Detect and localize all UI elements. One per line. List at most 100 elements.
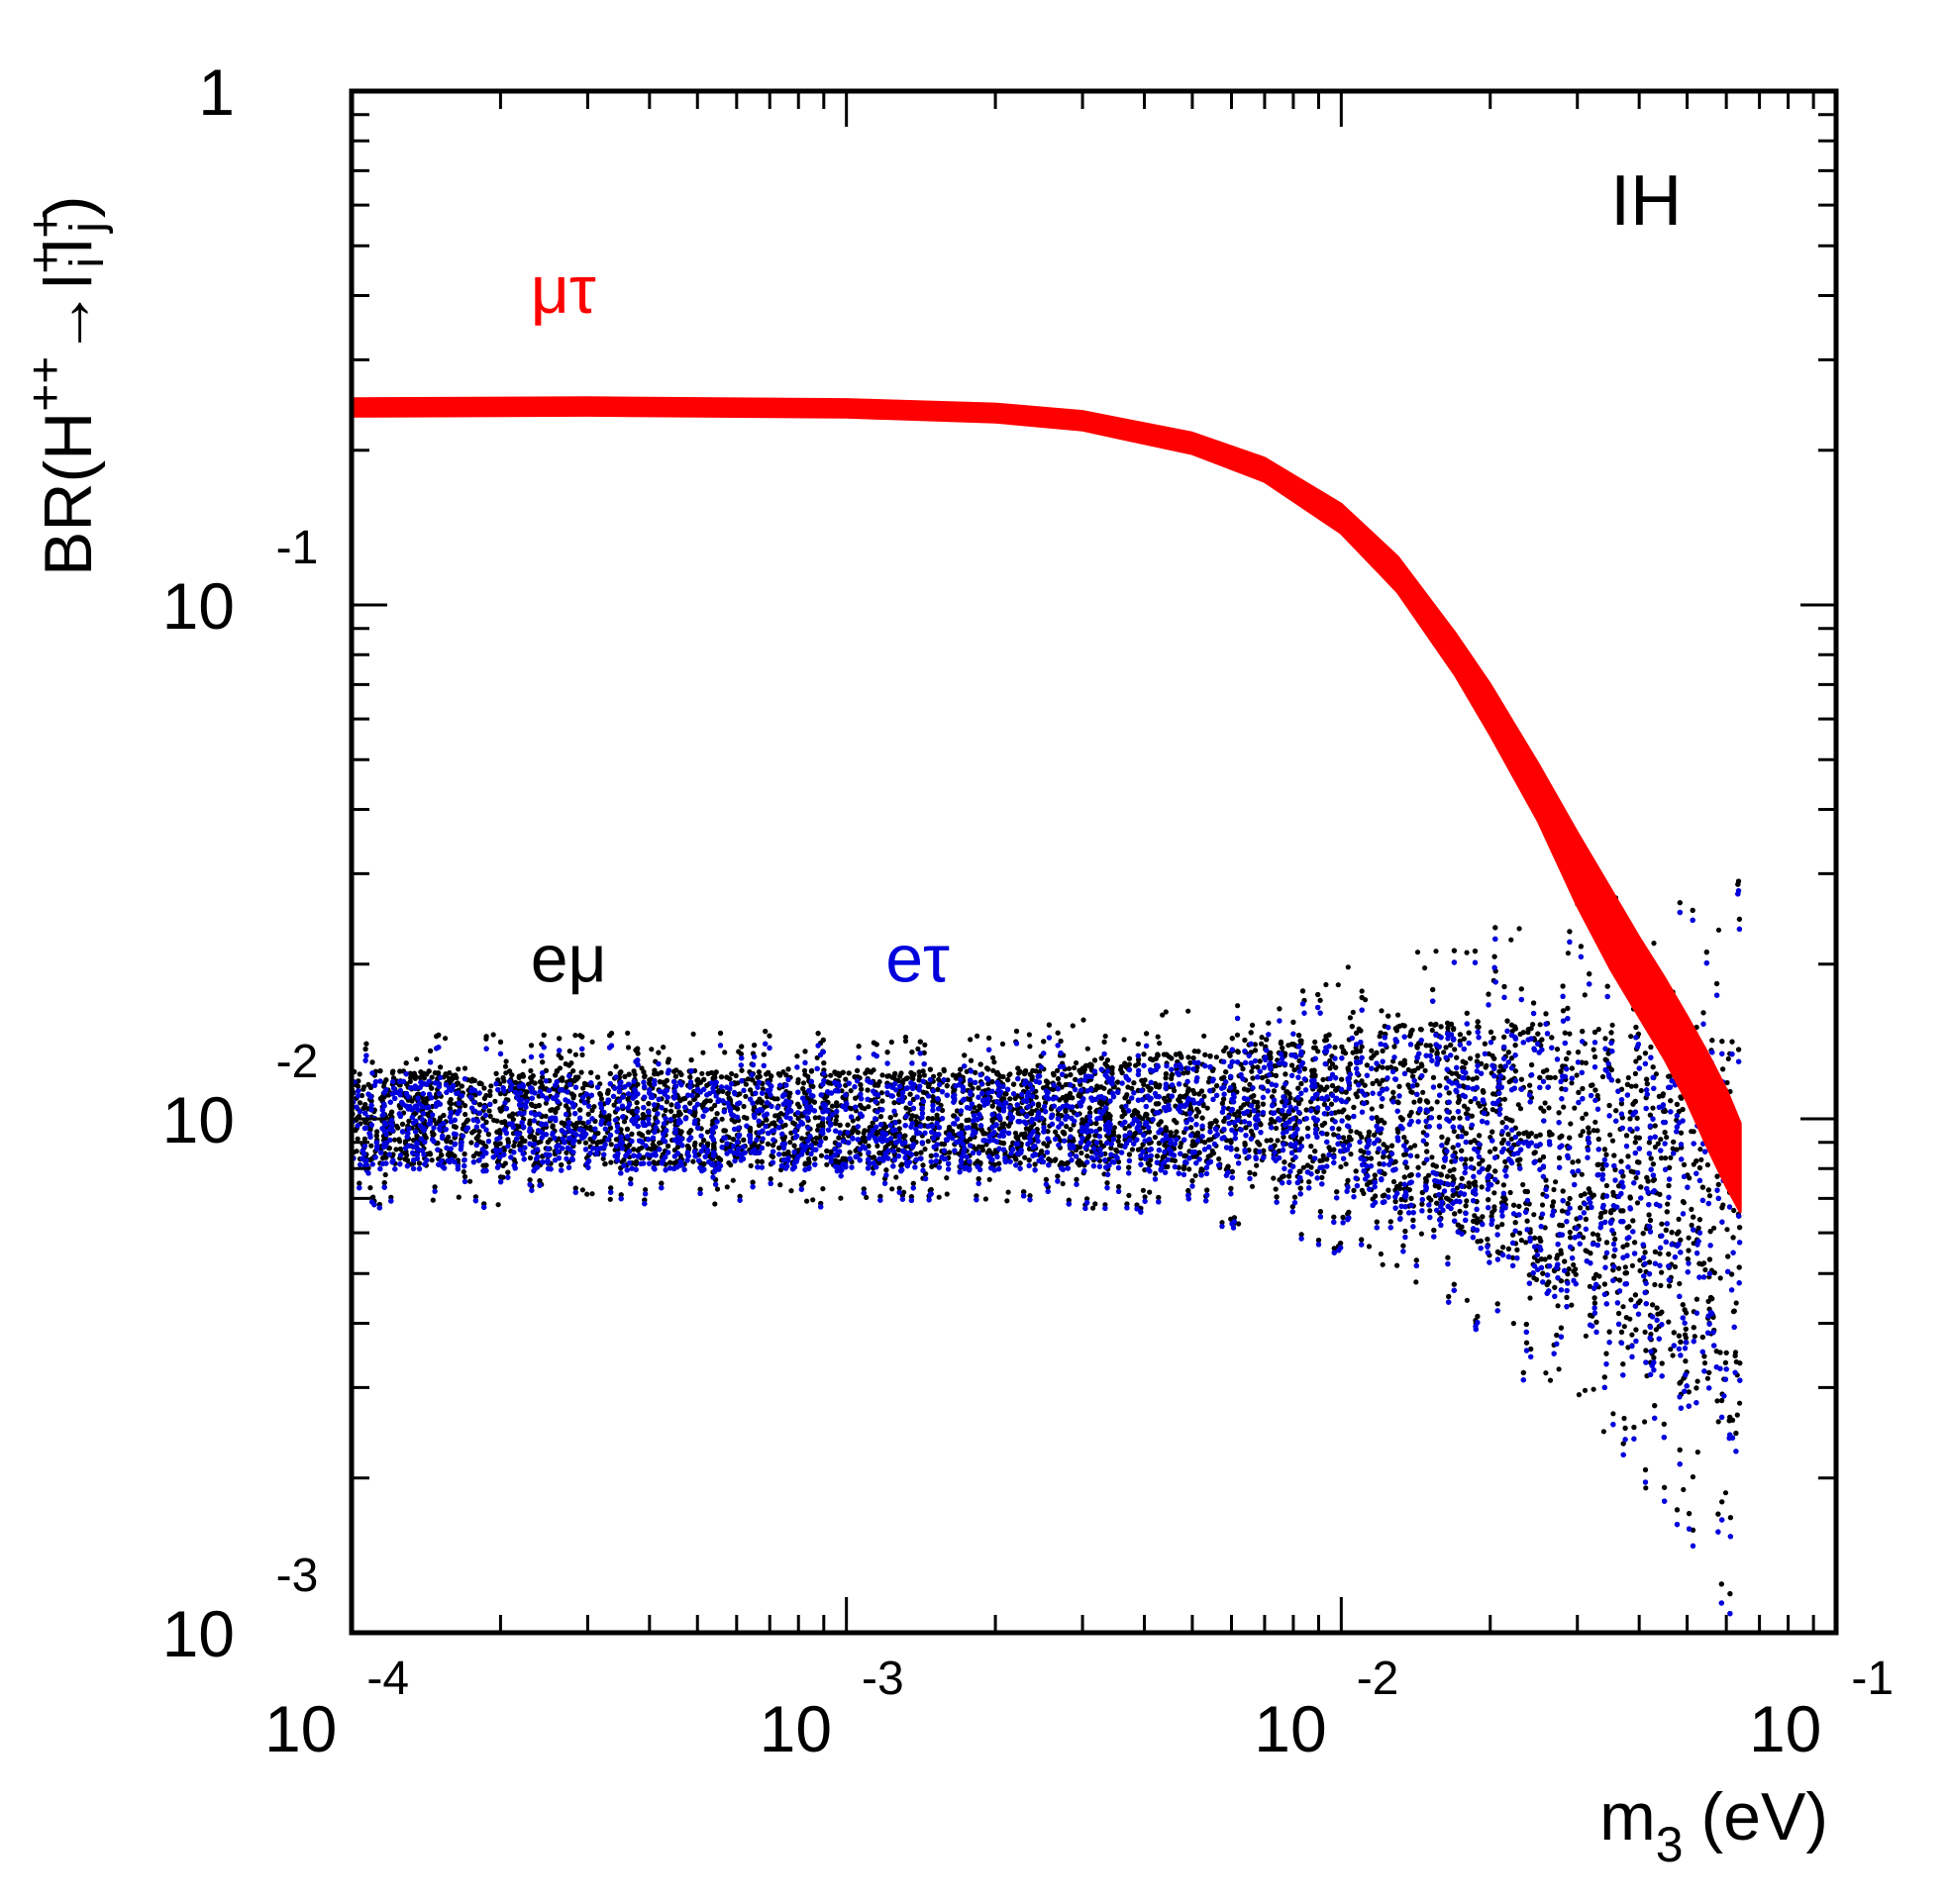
data-point <box>828 1072 834 1078</box>
data-point <box>1441 1164 1447 1170</box>
data-point <box>722 1050 728 1055</box>
data-point <box>859 1086 865 1092</box>
data-point <box>1487 1149 1493 1154</box>
data-point <box>1725 1055 1731 1061</box>
data-point <box>1567 1031 1573 1037</box>
data-point <box>1655 1141 1661 1147</box>
data-point <box>368 1143 374 1149</box>
data-point <box>432 1070 438 1076</box>
data-point <box>889 1186 895 1192</box>
data-point <box>1006 1123 1012 1129</box>
data-point <box>1454 1185 1460 1191</box>
data-point <box>714 1186 721 1192</box>
data-point <box>812 1115 818 1121</box>
data-point <box>1724 1227 1730 1233</box>
data-point <box>1235 1003 1241 1009</box>
data-point <box>932 1162 939 1168</box>
data-point <box>476 1129 482 1135</box>
data-point <box>1583 1216 1589 1222</box>
data-point <box>1340 1050 1346 1055</box>
data-point <box>999 1041 1006 1047</box>
data-point <box>491 1117 497 1123</box>
data-point <box>945 1077 951 1083</box>
data-point <box>1414 1153 1420 1159</box>
data-point <box>1501 1096 1507 1102</box>
data-point <box>1737 1400 1743 1406</box>
data-point <box>805 1073 811 1079</box>
data-point <box>502 1063 509 1069</box>
data-point <box>920 1068 926 1074</box>
data-point <box>1607 1132 1613 1138</box>
data-point <box>1361 1190 1367 1196</box>
data-point <box>397 1139 403 1145</box>
data-point <box>595 1074 601 1080</box>
data-point <box>1185 1008 1191 1014</box>
data-point <box>1576 1392 1582 1398</box>
data-point <box>1468 1055 1474 1061</box>
data-point <box>1321 1168 1327 1174</box>
data-point <box>1556 1366 1562 1372</box>
data-point <box>688 1056 694 1063</box>
data-point <box>982 1196 989 1202</box>
data-point <box>1413 1279 1419 1285</box>
data-point <box>1331 1132 1337 1138</box>
data-point <box>1664 1135 1670 1141</box>
data-point <box>1587 971 1592 977</box>
data-point <box>1503 1115 1509 1121</box>
data-point <box>750 1077 756 1083</box>
data-point <box>1155 1034 1161 1040</box>
data-point <box>1635 1159 1641 1165</box>
data-point <box>1163 1009 1169 1015</box>
data-point <box>1566 1266 1572 1272</box>
data-point <box>733 1072 739 1079</box>
data-point <box>1464 1297 1470 1303</box>
data-point <box>528 1067 534 1074</box>
data-point <box>1642 1419 1648 1425</box>
data-point <box>1317 1209 1323 1215</box>
data-point <box>1666 1283 1673 1289</box>
data-point <box>1650 1105 1656 1111</box>
data-point <box>1074 1176 1079 1182</box>
data-point <box>1273 1072 1279 1078</box>
data-point <box>763 1029 769 1035</box>
data-point <box>708 1106 715 1112</box>
data-point <box>429 1074 435 1080</box>
data-point <box>1517 1230 1523 1236</box>
data-point <box>1264 1037 1270 1043</box>
data-point <box>1603 1240 1610 1246</box>
data-point <box>1152 1135 1158 1141</box>
data-point <box>1379 1103 1385 1109</box>
data-point <box>1622 1264 1628 1270</box>
data-point <box>1530 1022 1536 1028</box>
data-point <box>1274 1125 1280 1132</box>
data-point <box>800 1080 807 1086</box>
data-point <box>847 1150 853 1155</box>
data-point <box>1670 1353 1676 1358</box>
data-point <box>1080 1017 1086 1023</box>
data-point <box>1698 1156 1704 1162</box>
data-point <box>661 1045 667 1051</box>
data-point <box>1027 1071 1033 1077</box>
data-point <box>1461 1036 1467 1042</box>
data-point <box>545 1139 551 1146</box>
data-point <box>1320 1076 1326 1082</box>
data-point <box>1221 1118 1227 1124</box>
data-point <box>1479 1184 1485 1190</box>
data-point <box>866 1104 872 1110</box>
data-point <box>1672 1263 1679 1270</box>
data-point <box>1280 1174 1285 1180</box>
data-point <box>1092 1201 1098 1207</box>
data-point <box>1056 1081 1062 1087</box>
data-point <box>355 1136 360 1142</box>
data-point <box>602 1161 608 1167</box>
data-point <box>1359 1237 1365 1243</box>
data-point <box>1637 1267 1643 1274</box>
data-point <box>1714 1398 1720 1404</box>
data-point <box>462 1103 468 1109</box>
data-point <box>1434 1099 1440 1105</box>
data-point <box>1250 1022 1256 1028</box>
data-point <box>766 1141 771 1147</box>
data-point <box>1348 1128 1354 1134</box>
data-point <box>374 1129 380 1135</box>
data-point <box>1078 1150 1084 1156</box>
